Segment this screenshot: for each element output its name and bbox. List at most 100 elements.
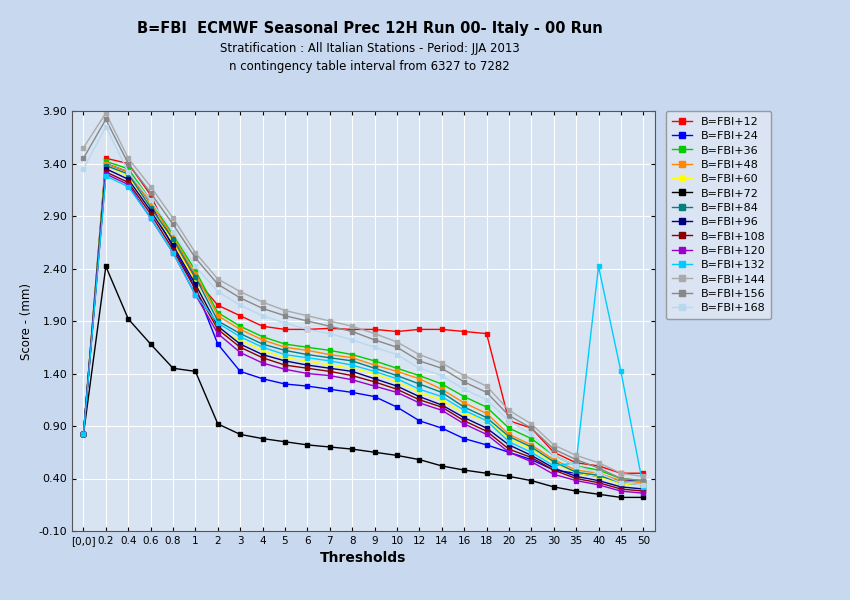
B=FBI+144 [78,144,88,151]
B=FBI+108 [504,445,514,452]
B=FBI+168 [459,386,469,393]
B=FBI+24 [593,473,604,480]
B=FBI+72 [615,494,626,501]
Line: B=FBI+96: B=FBI+96 [81,166,646,491]
B=FBI+84 [370,365,380,372]
B=FBI+96 [123,176,133,183]
B=FBI+168 [325,330,335,337]
B=FBI+96 [145,207,156,214]
B=FBI+120 [212,330,223,337]
B=FBI+12 [190,275,201,283]
B=FBI+120 [168,249,178,256]
B=FBI+36 [593,467,604,474]
Line: B=FBI+60: B=FBI+60 [81,163,646,488]
X-axis label: Thresholds: Thresholds [320,551,406,565]
B=FBI+156 [548,445,558,452]
B=FBI+36 [615,475,626,482]
B=FBI+168 [168,228,178,235]
B=FBI+120 [370,383,380,390]
B=FBI+132 [145,215,156,222]
B=FBI+84 [78,431,88,438]
B=FBI+96 [459,414,469,421]
B=FBI+36 [370,357,380,364]
B=FBI+144 [145,183,156,190]
B=FBI+132 [101,173,111,180]
B=FBI+84 [235,330,246,337]
B=FBI+72 [571,487,581,494]
B=FBI+24 [370,393,380,400]
B=FBI+120 [504,449,514,456]
B=FBI+24 [437,425,447,432]
Line: B=FBI+156: B=FBI+156 [81,117,646,483]
B=FBI+60 [593,473,604,480]
B=FBI+36 [78,431,88,438]
B=FBI+84 [212,317,223,325]
B=FBI+84 [303,351,313,358]
B=FBI+96 [325,365,335,372]
B=FBI+144 [615,470,626,477]
B=FBI+120 [459,420,469,427]
B=FBI+96 [303,361,313,368]
B=FBI+108 [235,344,246,351]
B=FBI+108 [145,211,156,218]
B=FBI+36 [571,462,581,469]
B=FBI+108 [101,169,111,176]
B=FBI+12 [459,328,469,335]
B=FBI+12 [548,449,558,456]
B=FBI+144 [212,275,223,283]
B=FBI+72 [459,467,469,474]
B=FBI+144 [168,215,178,222]
B=FBI+156 [101,116,111,123]
B=FBI+84 [437,389,447,396]
B=FBI+60 [392,379,402,386]
B=FBI+156 [526,425,536,432]
B=FBI+168 [235,302,246,309]
B=FBI+60 [212,328,223,335]
B=FBI+168 [571,462,581,469]
B=FBI+60 [370,370,380,377]
Y-axis label: Score - (mm): Score - (mm) [20,283,33,359]
B=FBI+24 [325,386,335,393]
B=FBI+120 [571,477,581,484]
B=FBI+84 [347,357,357,364]
B=FBI+108 [280,361,290,368]
B=FBI+144 [123,155,133,162]
B=FBI+36 [459,393,469,400]
B=FBI+84 [638,481,649,488]
B=FBI+168 [504,417,514,424]
B=FBI+60 [123,173,133,180]
B=FBI+84 [145,204,156,211]
B=FBI+156 [437,365,447,372]
B=FBI+24 [258,375,268,382]
B=FBI+96 [212,323,223,330]
B=FBI+12 [593,462,604,469]
B=FBI+156 [414,357,424,364]
B=FBI+168 [370,344,380,351]
B=FBI+84 [258,341,268,348]
B=FBI+48 [437,386,447,393]
B=FBI+96 [235,341,246,348]
B=FBI+120 [615,487,626,494]
B=FBI+168 [638,481,649,488]
B=FBI+36 [280,341,290,348]
B=FBI+96 [258,351,268,358]
Line: B=FBI+120: B=FBI+120 [81,172,646,496]
B=FBI+132 [615,368,626,375]
B=FBI+36 [123,165,133,172]
B=FBI+108 [638,487,649,494]
B=FBI+168 [212,288,223,295]
B=FBI+96 [280,357,290,364]
B=FBI+72 [504,473,514,480]
B=FBI+12 [481,330,491,337]
B=FBI+144 [571,452,581,459]
B=FBI+144 [347,323,357,330]
B=FBI+108 [78,431,88,438]
B=FBI+60 [78,431,88,438]
B=FBI+132 [481,417,491,424]
B=FBI+48 [258,336,268,343]
B=FBI+12 [303,326,313,333]
B=FBI+156 [280,312,290,319]
Line: B=FBI+108: B=FBI+108 [81,169,646,494]
B=FBI+120 [347,376,357,383]
B=FBI+144 [638,473,649,480]
